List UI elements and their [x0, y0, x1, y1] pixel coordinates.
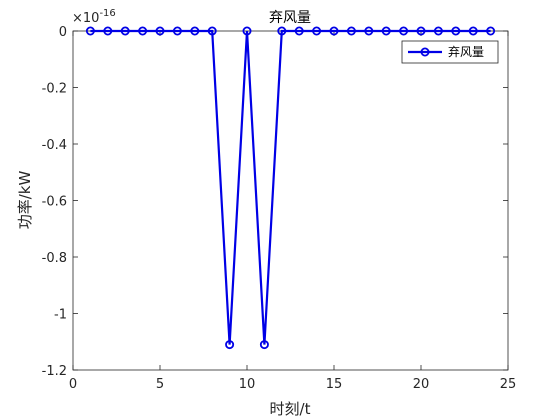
data-point [329, 26, 339, 36]
data-point [433, 26, 443, 36]
x-tick-label: 15 [326, 377, 343, 392]
data-point [207, 26, 217, 36]
data-point [451, 26, 461, 36]
legend-box [401, 40, 499, 64]
x-tick-label: 25 [500, 377, 517, 392]
x-tick-label: 10 [239, 377, 256, 392]
data-point [242, 26, 252, 36]
y-tick-label: -0.2 [42, 82, 67, 97]
data-point [294, 26, 304, 36]
y-tick-label: -1.2 [42, 364, 67, 379]
data-point [138, 26, 148, 36]
data-point [172, 26, 182, 36]
y-axis-label: 功率/kW [16, 171, 34, 230]
legend-marker [420, 47, 430, 57]
plot-area [72, 30, 509, 371]
data-point [312, 26, 322, 36]
data-point [277, 26, 287, 36]
y-tick-label: -0.6 [42, 195, 67, 210]
data-point [225, 340, 235, 350]
data-point [399, 26, 409, 36]
plot-frame [72, 30, 509, 371]
y-tick-label: -0.4 [42, 138, 67, 153]
data-point [190, 26, 200, 36]
x-tick-label: 5 [156, 377, 164, 392]
data-point [346, 26, 356, 36]
y-exponent-label: ×10-16 [72, 8, 116, 26]
data-point [103, 26, 113, 36]
data-point [364, 26, 374, 36]
y-axis: 0 -0.2 -0.4 -0.6 -0.8 -1 -1.2 [42, 25, 508, 379]
data-point [85, 26, 95, 36]
chart-title: 弃风量 [269, 10, 311, 26]
y-tick-label: -0.8 [42, 251, 67, 266]
data-point [468, 26, 478, 36]
data-point [259, 340, 269, 350]
y-tick-label: 0 [59, 25, 67, 40]
data-point [381, 26, 391, 36]
y-tick-label: -1 [54, 308, 67, 323]
data-point [416, 26, 426, 36]
data-point [486, 26, 496, 36]
data-point [155, 26, 165, 36]
legend-label: 弃风量 [448, 44, 484, 59]
legend: 弃风量 [401, 40, 499, 64]
data-point [120, 26, 130, 36]
x-tick-label: 0 [69, 377, 77, 392]
series-layer [85, 26, 496, 350]
x-axis: 0 5 10 15 20 25 [69, 31, 516, 392]
x-tick-label: 20 [413, 377, 430, 392]
x-axis-label: 时刻/t [270, 400, 311, 418]
